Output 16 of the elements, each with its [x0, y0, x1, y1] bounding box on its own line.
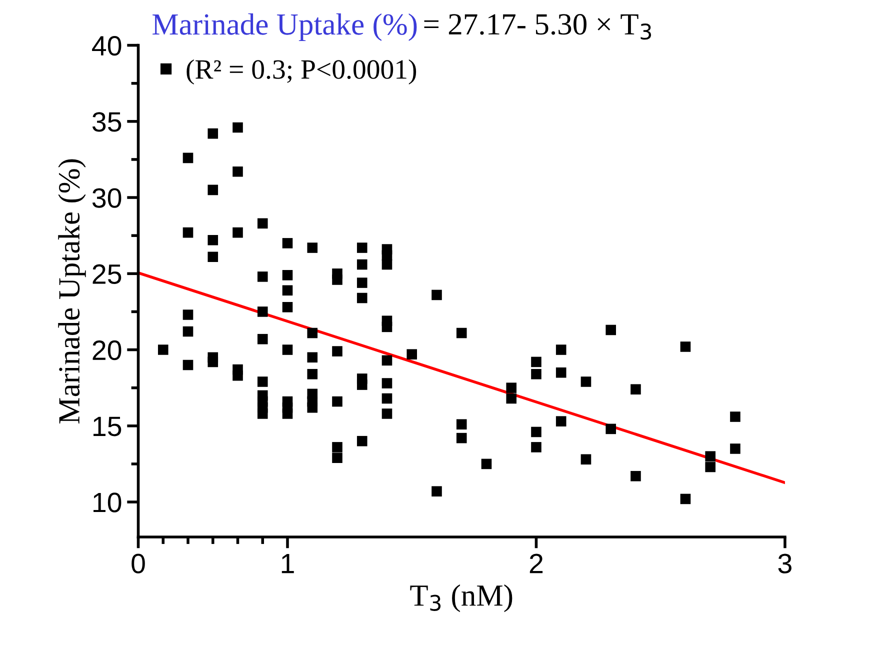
y-tick-label: 35 [92, 112, 122, 132]
y-axis-title: Marinade Uptake (%) [58, 159, 86, 424]
y-tick-label: 30 [92, 188, 122, 208]
y-tick-label: 40 [92, 36, 122, 56]
legend-label: (R² = 0.3; P<0.0001) [186, 59, 416, 85]
x-tick-label: 0 [132, 554, 145, 574]
y-tick-label: 10 [94, 492, 122, 512]
x-axis-title: T$_{3}$ (nM) [410, 584, 512, 612]
y-tick-label: 25 [92, 264, 122, 284]
x-tick-label: 3 [778, 554, 792, 574]
text: Marinade Uptake (%) [152, 13, 417, 42]
x-tick-label: 1 [282, 554, 294, 574]
y-tick-label: 15 [94, 416, 122, 436]
y-tick-label: 20 [92, 340, 122, 360]
text: = 27.17- 5.30 × T$_{3}$ [424, 14, 652, 40]
x-tick-label: 2 [530, 554, 543, 574]
